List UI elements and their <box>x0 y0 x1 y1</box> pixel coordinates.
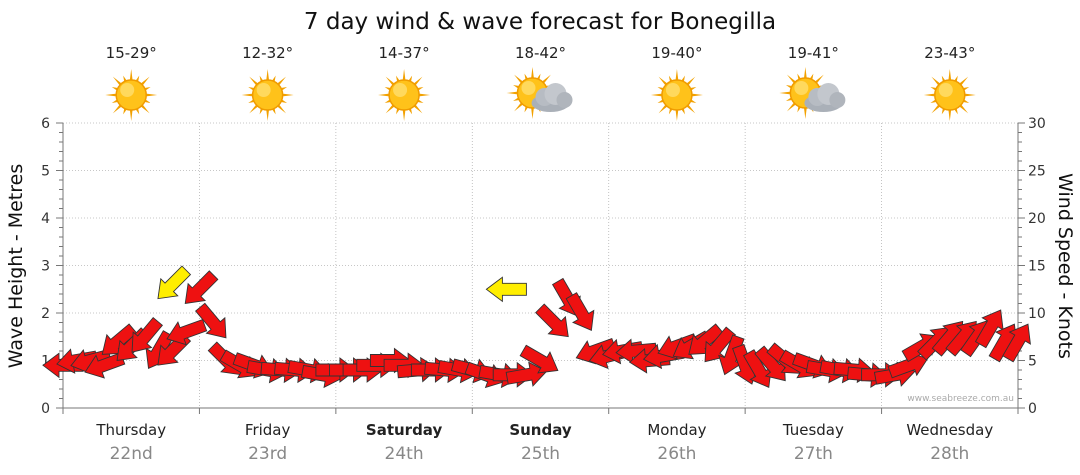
temp-range-label: 23-43° <box>924 44 975 62</box>
y-tick-label-right: 15 <box>1028 259 1046 275</box>
y-tick-label-left: 3 <box>41 259 50 275</box>
wind-arrow <box>565 292 595 331</box>
y-tick-label-left: 1 <box>41 354 50 370</box>
temp-range-label: 14-37° <box>379 44 430 62</box>
sun-cloud-icon <box>779 67 846 119</box>
y-axis-title-right: Wind Speed - Knots <box>1054 173 1076 359</box>
sun-icon <box>650 69 703 121</box>
day-date-label: 24th <box>385 444 424 464</box>
day-date-label: 26th <box>657 444 696 464</box>
wind-arrow <box>615 338 657 365</box>
y-tick-label-left: 6 <box>41 116 50 132</box>
temp-range-label: 15-29° <box>106 44 157 62</box>
y-tick-label-right: 5 <box>1028 354 1037 370</box>
day-name-label: Thursday <box>95 421 166 439</box>
y-axis-title-left: Wave Height - Metres <box>5 164 27 368</box>
sun-icon <box>378 69 431 121</box>
sun-cloud-icon <box>506 67 573 119</box>
wind-arrow <box>742 349 772 388</box>
wind-arrow <box>535 303 569 338</box>
day-name-label: Tuesday <box>782 421 844 439</box>
wind-arrow <box>195 302 227 339</box>
y-tick-label-right: 20 <box>1028 211 1046 227</box>
y-tick-label-right: 30 <box>1028 116 1046 132</box>
temp-range-label: 19-40° <box>651 44 702 62</box>
y-tick-label-left: 2 <box>41 306 50 322</box>
day-name-label: Saturday <box>366 421 443 439</box>
day-name-label: Sunday <box>509 421 572 439</box>
y-tick-label-right: 25 <box>1028 164 1046 180</box>
y-tick-label-right: 10 <box>1028 306 1046 322</box>
day-name-label: Monday <box>647 421 706 439</box>
wind-arrow <box>184 270 219 304</box>
wind-arrow-highlight <box>485 276 527 303</box>
day-date-label: 25th <box>521 444 560 464</box>
wind-arrow <box>131 316 163 353</box>
wind-arrow <box>718 334 745 376</box>
temp-range-label: 19-41° <box>788 44 839 62</box>
wind-arrow <box>84 352 126 379</box>
chart-title: 7 day wind & wave forecast for Bonegilla <box>304 9 776 35</box>
day-name-label: Friday <box>245 421 291 439</box>
wind-arrow <box>704 326 736 363</box>
sun-icon <box>923 69 976 121</box>
temp-range-label: 12-32° <box>242 44 293 62</box>
day-date-label: 22nd <box>110 444 153 464</box>
watermark: www.seabreeze.com.au <box>907 394 1014 404</box>
day-date-label: 27th <box>794 444 833 464</box>
y-tick-label-left: 5 <box>41 164 50 180</box>
day-name-label: Wednesday <box>906 421 993 439</box>
wind-arrow <box>505 361 548 387</box>
y-tick-label-right: 0 <box>1028 401 1037 417</box>
wind-arrow <box>974 309 1004 349</box>
sun-icon <box>241 69 294 121</box>
day-date-label: 23rd <box>248 444 287 464</box>
day-date-label: 28th <box>930 444 969 464</box>
wind-arrow <box>1002 323 1031 363</box>
y-tick-label-left: 0 <box>41 401 50 417</box>
wind-arrow <box>519 344 559 374</box>
wind-arrow-highlight <box>157 265 192 300</box>
temp-range-label: 18-42° <box>515 44 566 62</box>
wind-arrow <box>166 318 208 346</box>
y-tick-label-left: 4 <box>41 211 50 227</box>
sun-icon <box>105 69 158 121</box>
